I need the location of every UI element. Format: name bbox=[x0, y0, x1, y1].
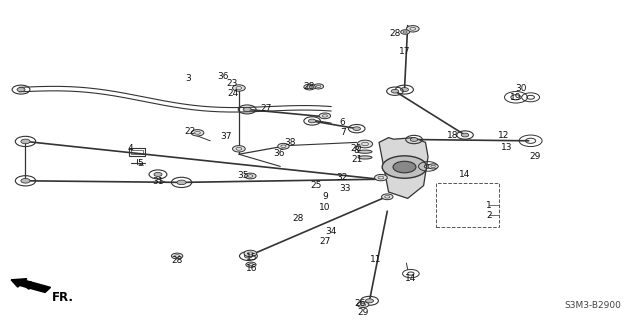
Text: 18: 18 bbox=[447, 132, 458, 140]
FancyArrow shape bbox=[11, 279, 50, 292]
Text: 29: 29 bbox=[357, 308, 369, 317]
Text: S3M3-B2900: S3M3-B2900 bbox=[564, 301, 621, 310]
Text: 36: 36 bbox=[217, 72, 229, 81]
Circle shape bbox=[246, 262, 256, 267]
Text: 20: 20 bbox=[350, 144, 362, 153]
Ellipse shape bbox=[358, 150, 372, 153]
Text: 8: 8 bbox=[354, 146, 360, 155]
Circle shape bbox=[245, 254, 252, 258]
Text: 35: 35 bbox=[238, 172, 249, 180]
Text: 34: 34 bbox=[325, 228, 336, 236]
Circle shape bbox=[233, 85, 245, 91]
Circle shape bbox=[357, 140, 373, 148]
Text: 37: 37 bbox=[220, 132, 232, 141]
Circle shape bbox=[366, 299, 373, 303]
Circle shape bbox=[391, 89, 399, 93]
Text: 7: 7 bbox=[340, 128, 346, 137]
Text: 27: 27 bbox=[319, 237, 331, 246]
Text: 23: 23 bbox=[227, 79, 238, 88]
Text: 19: 19 bbox=[510, 93, 522, 102]
Text: 14: 14 bbox=[459, 170, 471, 179]
Text: 32: 32 bbox=[336, 173, 348, 182]
Circle shape bbox=[191, 130, 204, 136]
Text: 9: 9 bbox=[322, 192, 328, 201]
Text: 5: 5 bbox=[137, 159, 143, 168]
Text: 36: 36 bbox=[273, 149, 285, 158]
Circle shape bbox=[17, 88, 25, 92]
Circle shape bbox=[245, 173, 256, 179]
Circle shape bbox=[233, 146, 245, 152]
Circle shape bbox=[304, 84, 315, 90]
Text: FR.: FR. bbox=[52, 291, 75, 304]
Text: 28: 28 bbox=[389, 29, 401, 38]
Circle shape bbox=[357, 302, 369, 308]
Text: 27: 27 bbox=[261, 104, 272, 113]
Circle shape bbox=[278, 143, 289, 149]
Text: 33: 33 bbox=[340, 184, 351, 193]
Circle shape bbox=[243, 108, 251, 111]
Circle shape bbox=[461, 133, 469, 137]
Text: 11: 11 bbox=[370, 255, 382, 264]
Polygon shape bbox=[379, 138, 428, 198]
Text: 2: 2 bbox=[487, 211, 492, 220]
Text: 21: 21 bbox=[351, 155, 362, 164]
Circle shape bbox=[171, 253, 183, 259]
Circle shape bbox=[319, 113, 331, 119]
Circle shape bbox=[428, 164, 438, 169]
Text: 1: 1 bbox=[486, 201, 492, 210]
Text: 24: 24 bbox=[227, 89, 238, 98]
Text: 16: 16 bbox=[246, 264, 257, 273]
Circle shape bbox=[21, 139, 30, 144]
Ellipse shape bbox=[358, 156, 372, 159]
Circle shape bbox=[313, 84, 324, 89]
Text: 28: 28 bbox=[292, 214, 304, 223]
Circle shape bbox=[382, 156, 427, 178]
Circle shape bbox=[393, 161, 416, 173]
Text: 28: 28 bbox=[303, 82, 315, 91]
Text: 10: 10 bbox=[319, 204, 331, 212]
Circle shape bbox=[353, 127, 361, 131]
Text: 13: 13 bbox=[501, 143, 512, 152]
Circle shape bbox=[406, 26, 419, 32]
Text: 15: 15 bbox=[246, 253, 257, 262]
Text: 4: 4 bbox=[128, 144, 133, 153]
Text: 14: 14 bbox=[405, 274, 417, 283]
Text: 25: 25 bbox=[310, 181, 322, 190]
Circle shape bbox=[308, 119, 316, 123]
Circle shape bbox=[375, 174, 387, 181]
Circle shape bbox=[401, 30, 410, 34]
Text: 17: 17 bbox=[399, 47, 410, 56]
Bar bbox=[129, 148, 145, 156]
Text: 29: 29 bbox=[529, 152, 541, 161]
Circle shape bbox=[244, 250, 257, 257]
Circle shape bbox=[21, 179, 30, 183]
Circle shape bbox=[382, 194, 393, 200]
Bar bbox=[436, 183, 499, 227]
Text: 26: 26 bbox=[354, 300, 366, 308]
Text: 30: 30 bbox=[515, 84, 527, 93]
Text: 28: 28 bbox=[171, 256, 183, 265]
Text: 22: 22 bbox=[184, 127, 196, 136]
Text: 6: 6 bbox=[340, 118, 346, 127]
Text: 12: 12 bbox=[497, 132, 509, 140]
Circle shape bbox=[410, 138, 418, 141]
Text: 31: 31 bbox=[152, 177, 164, 186]
Circle shape bbox=[177, 180, 186, 185]
Circle shape bbox=[401, 88, 408, 92]
Text: 38: 38 bbox=[285, 138, 296, 147]
Circle shape bbox=[154, 172, 162, 176]
Text: 3: 3 bbox=[185, 74, 191, 83]
Bar bbox=[131, 149, 143, 155]
